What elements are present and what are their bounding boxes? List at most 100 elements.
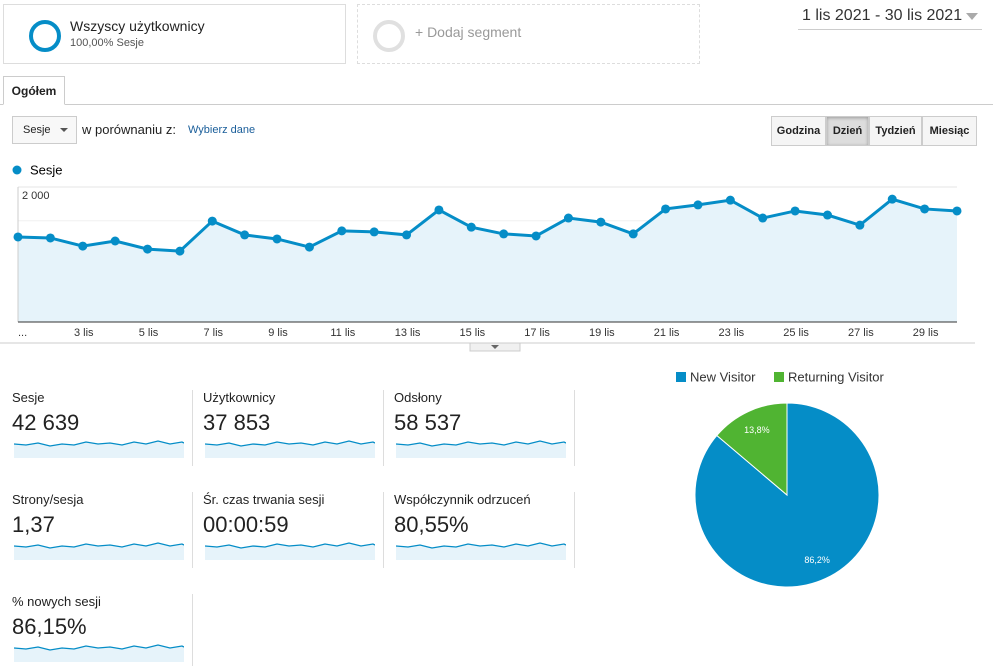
metric-value: 58 537 (394, 410, 462, 435)
metric-dropdown[interactable]: Sesje (12, 116, 77, 144)
x-tick-label: 5 lis (139, 327, 159, 339)
sparkline (205, 440, 375, 458)
metric-label: Sesje (12, 390, 45, 405)
line (17, 197, 958, 253)
point (758, 213, 768, 223)
granularity-button[interactable]: Tydzień (869, 116, 922, 146)
point (790, 206, 800, 216)
point (563, 213, 573, 223)
expand-arrow (491, 345, 499, 349)
legend-label: Returning Visitor (788, 370, 885, 385)
separator (192, 492, 193, 568)
metric-label: Śr. czas trwania sesji (203, 492, 325, 507)
pie-label: 13,8% (744, 425, 770, 435)
dropdown-arrow (60, 128, 68, 132)
x-tick-label: 25 lis (783, 327, 809, 339)
x-tick-label: 19 lis (589, 327, 615, 339)
point (531, 231, 541, 241)
x-tick-label: 9 lis (268, 327, 288, 339)
metric-label: % nowych sesji (12, 594, 101, 609)
sparkline-line (205, 542, 375, 549)
legend-swatch (774, 372, 784, 382)
separator (574, 492, 575, 568)
x-tick-label: 15 lis (459, 327, 485, 339)
point (725, 195, 735, 205)
tab-line (0, 104, 993, 105)
point (466, 222, 476, 232)
date-arrow (966, 13, 978, 20)
metric-label: Odsłony (394, 390, 442, 405)
point (822, 210, 832, 220)
point (110, 236, 120, 246)
sparkline (205, 542, 375, 560)
point (207, 216, 217, 226)
add-segment[interactable]: + Dodaj segment (357, 4, 700, 64)
point (628, 229, 638, 239)
metric-value: 1,37 (12, 512, 55, 537)
point (78, 241, 88, 251)
add-segment-label: + Dodaj segment (415, 24, 522, 40)
point (240, 230, 250, 240)
x-tick-label: ... (18, 327, 27, 339)
x-tick-label: 29 lis (913, 327, 939, 339)
point (596, 217, 606, 227)
date-range[interactable]: 1 lis 2021 - 30 lis 2021 (798, 6, 982, 30)
area (18, 199, 957, 322)
metric-label: Sesje (23, 124, 51, 136)
point (920, 204, 930, 214)
pie-chart: New Visitor Returning Visitor 86,2% 13,8% (676, 370, 885, 588)
pie-label: 86,2% (804, 555, 830, 565)
point (45, 233, 55, 243)
x-tick-label: 23 lis (719, 327, 745, 339)
x-tick-label: 7 lis (203, 327, 223, 339)
sparkline-line (14, 440, 184, 447)
sparkline (14, 644, 184, 662)
segment-title: Wszyscy użytkownicy (70, 18, 205, 34)
pie-slice (716, 402, 788, 497)
point (952, 206, 962, 216)
point (337, 226, 347, 236)
y-tick-label: 2 000 (22, 190, 50, 202)
point (369, 227, 379, 237)
metric-value: 00:00:59 (203, 512, 289, 537)
metric-value: 80,55% (394, 512, 469, 537)
metric-label: Współczynnik odrzuceń (394, 492, 531, 507)
pie-slice (694, 402, 880, 588)
separator (574, 390, 575, 466)
segment-icon (29, 20, 61, 52)
sparkline (396, 542, 566, 560)
x-tick-label: 13 lis (395, 327, 421, 339)
legend-label: Sesje (30, 163, 63, 178)
separator (383, 492, 384, 568)
tab[interactable]: Ogółem (3, 76, 65, 105)
granularity-button[interactable]: Dzień (826, 116, 869, 146)
granularity-button[interactable]: Godzina (771, 116, 826, 146)
point (272, 234, 282, 244)
compare-label: w porównaniu z: (82, 122, 176, 137)
sparkline-line (205, 440, 375, 447)
metric-value: 42 639 (12, 410, 80, 435)
x-tick-label: 27 lis (848, 327, 874, 339)
segment-card[interactable]: Wszyscy użytkownicy 100,00% Sesje (3, 4, 346, 64)
add-icon (373, 20, 405, 52)
x-tick-label: 17 lis (524, 327, 550, 339)
tab-label: Ogółem (11, 83, 57, 98)
point (855, 220, 865, 230)
legend-marker (12, 165, 22, 175)
compare-link[interactable]: Wybierz dane (188, 124, 256, 136)
point (304, 242, 314, 252)
point (499, 229, 509, 239)
date-range-text: 1 lis 2021 - 30 lis 2021 (802, 7, 963, 24)
sparkline-line (14, 542, 184, 549)
metric-label: Użytkownicy (203, 390, 276, 405)
granularity-button[interactable]: Miesiąc (922, 116, 977, 146)
sparkline-line (396, 542, 566, 549)
point (402, 230, 412, 240)
metric-value: 86,15% (12, 614, 87, 639)
legend: Sesje (12, 163, 63, 178)
metric-value: 37 853 (203, 410, 271, 435)
sparkline (14, 542, 184, 560)
sparkline (396, 440, 566, 458)
